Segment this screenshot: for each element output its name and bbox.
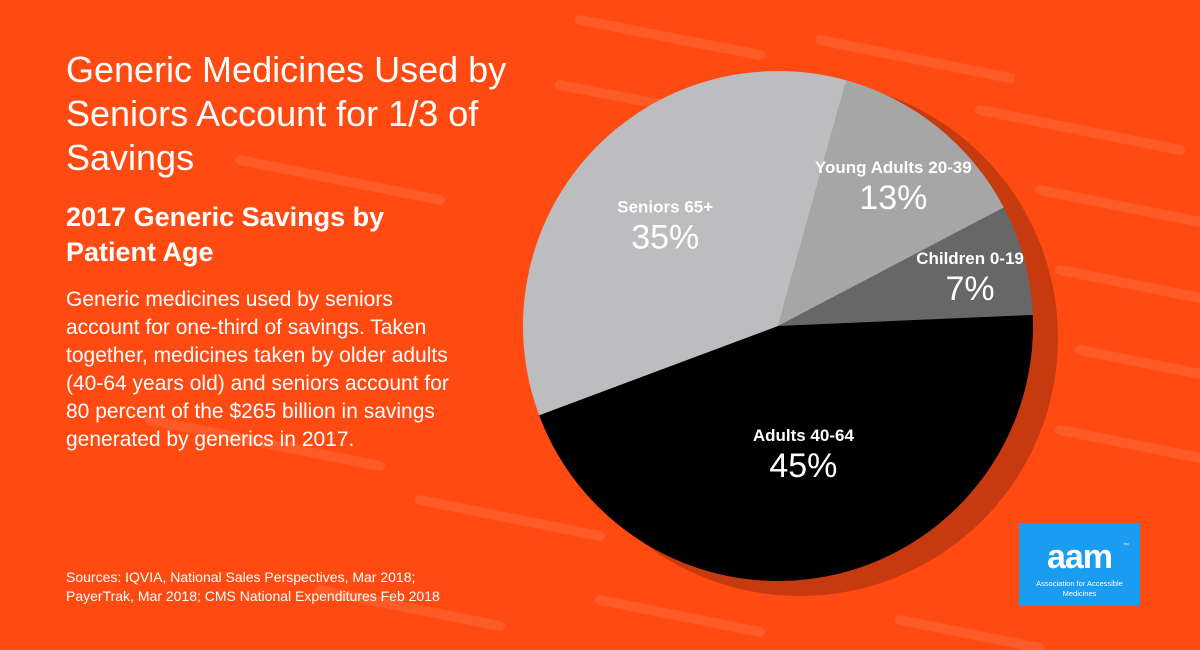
logo-tagline: Association for Accessible Medicines <box>1036 579 1123 598</box>
pie-slice-children-0-19 <box>778 207 1033 326</box>
pie-slice-adults-40-64 <box>539 314 1033 581</box>
sources-text: Sources: IQVIA, National Sales Perspecti… <box>66 569 440 604</box>
slice-value-label: 35% <box>631 219 699 257</box>
slice-label: Seniors 65+ <box>617 198 713 217</box>
pie-slice-seniors-65- <box>523 70 847 416</box>
slice-value-label: 45% <box>769 447 837 485</box>
slice-label: Adults 40-64 <box>753 426 855 445</box>
logo-trademark: ™ <box>1123 543 1129 549</box>
slice-label: Children 0-19 <box>916 249 1024 268</box>
pie-slice-young-adults-20-39 <box>778 80 1004 326</box>
chart-subtitle: 2017 Generic Savings by Patient Age <box>66 202 385 267</box>
slice-label: Young Adults 20-39 <box>815 158 972 177</box>
logo-mark: aam <box>1046 538 1113 576</box>
slice-value-label: 7% <box>945 270 994 308</box>
page-title: Generic Medicines Used by Seniors Accoun… <box>66 49 507 178</box>
description-text: Generic medicines used by seniors accoun… <box>66 288 449 451</box>
slice-value-label: 13% <box>859 179 927 217</box>
aam-logo: aam ™ Association for Accessible Medicin… <box>1019 523 1140 606</box>
